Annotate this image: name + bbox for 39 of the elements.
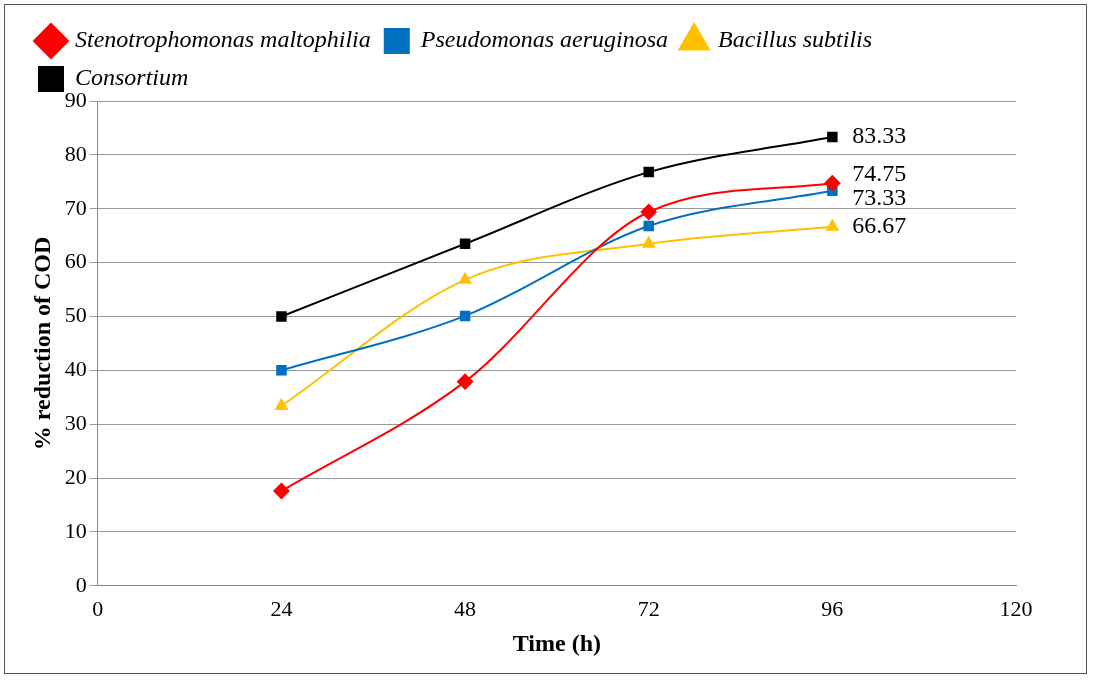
point — [457, 373, 474, 390]
y-tick-label: 20 — [64, 463, 87, 489]
point — [273, 483, 290, 499]
y-tick-label: 40 — [64, 356, 87, 382]
point — [824, 175, 841, 192]
x-tick-label: 120 — [999, 595, 1033, 621]
point — [459, 238, 471, 249]
y-axis-title: % reduction of COD — [28, 236, 55, 451]
legend-label: Pseudomonas aeruginosa — [419, 26, 669, 53]
x-tick-label: 72 — [637, 595, 660, 621]
point — [640, 203, 657, 220]
y-tick-label: 70 — [64, 194, 87, 220]
point — [276, 311, 287, 322]
point — [276, 365, 287, 376]
data-label: 83.33 — [852, 122, 907, 149]
point — [827, 131, 838, 143]
x-tick-label: 24 — [270, 595, 293, 621]
y-tick-label: 50 — [64, 302, 87, 328]
data-label: 66.67 — [852, 211, 907, 238]
y-tick-label: 60 — [64, 248, 87, 274]
data-label: 73.33 — [852, 184, 907, 211]
y-tick-label: 10 — [64, 517, 87, 543]
point — [275, 398, 288, 410]
x-axis-title: Time (h) — [512, 629, 602, 656]
x-tick-label: 96 — [821, 595, 844, 621]
legend-label: Stenotrophomonas maltophilia — [75, 26, 371, 53]
point — [643, 220, 654, 232]
legend-label: Bacillus subtilis — [718, 26, 873, 53]
x-tick-label: 0 — [92, 595, 104, 621]
point — [642, 236, 655, 248]
point — [459, 310, 471, 322]
x-tick-label: 48 — [454, 595, 477, 621]
y-tick-label: 30 — [64, 409, 87, 435]
y-tick-label: 0 — [75, 571, 87, 597]
point — [826, 219, 839, 231]
data-label: 74.75 — [852, 160, 907, 187]
y-tick-label: 80 — [64, 140, 87, 166]
point — [458, 272, 472, 284]
point — [643, 166, 654, 178]
